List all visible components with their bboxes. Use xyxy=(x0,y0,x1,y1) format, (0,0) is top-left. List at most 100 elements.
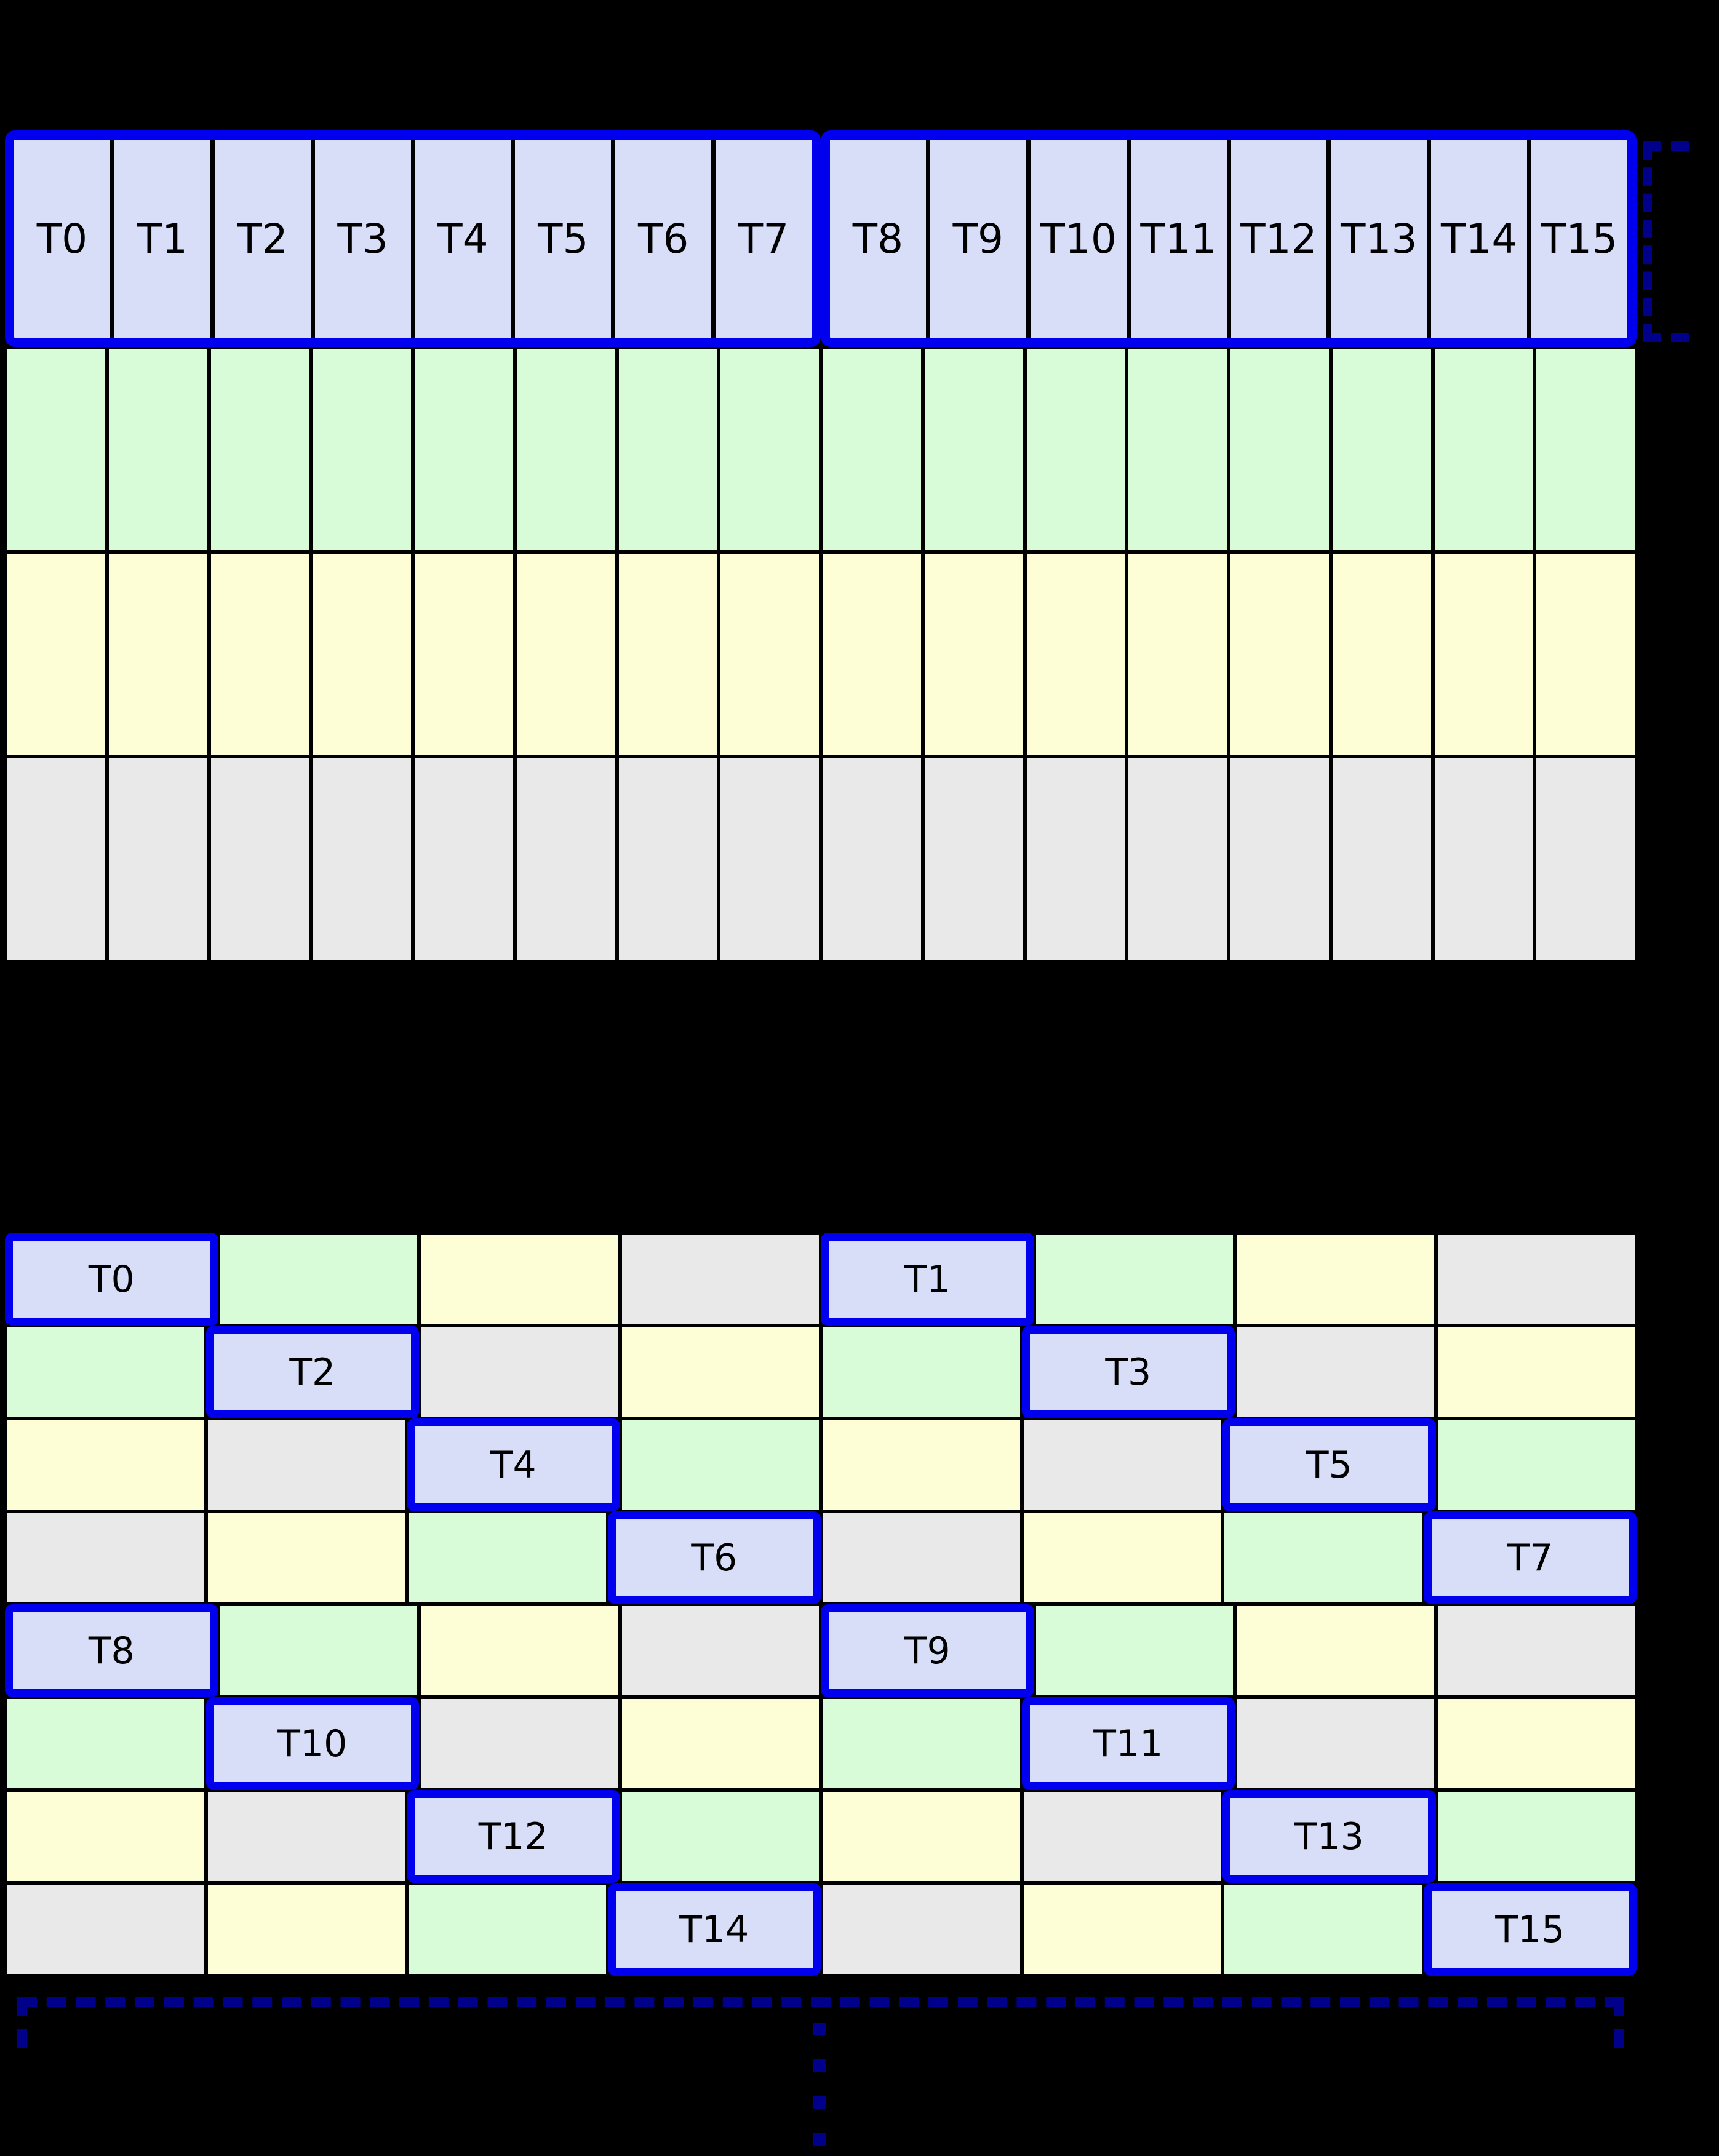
memory-cell xyxy=(1024,552,1127,757)
thread-cell-t2: T2 xyxy=(210,140,311,338)
memory-cell xyxy=(419,1326,620,1418)
memory-cell xyxy=(407,1511,608,1604)
ellipsis-dot xyxy=(813,2133,826,2146)
thread-cell-t7: T7 xyxy=(711,140,812,338)
swizzled-row-7: T14 T15 xyxy=(5,1883,1637,1976)
memory-cell xyxy=(209,757,311,961)
memory-cell xyxy=(1235,1604,1436,1697)
ellipsis-dot xyxy=(813,2023,826,2035)
swizzled-row-6: T12 T13 xyxy=(5,1790,1637,1883)
memory-cell xyxy=(419,1233,620,1326)
thread-cell-t7: T7 xyxy=(1423,1511,1637,1604)
thread-cell-t14: T14 xyxy=(1427,140,1527,338)
thread-cell-t13: T13 xyxy=(1222,1790,1436,1883)
memory-cell xyxy=(5,1790,206,1883)
memory-cell xyxy=(1021,1418,1222,1511)
memory-cell xyxy=(1222,1883,1424,1976)
memory-cell xyxy=(311,347,413,552)
memory-cell xyxy=(1024,757,1127,961)
thread-cell-t1: T1 xyxy=(110,140,210,338)
memory-cell xyxy=(821,1697,1022,1790)
memory-cell xyxy=(5,1883,206,1976)
memory-cell xyxy=(413,347,515,552)
thread-cell-t12: T12 xyxy=(1226,140,1327,338)
memory-cell xyxy=(1229,757,1331,961)
memory-data-rows xyxy=(5,347,1637,961)
warp-group-1: T8 T9 T10 T11 T12 T13 T14 T15 xyxy=(821,130,1637,347)
memory-cell xyxy=(1034,1233,1235,1326)
memory-cell xyxy=(922,552,1025,757)
thread-cell-t15: T15 xyxy=(1527,140,1627,338)
memory-cell xyxy=(620,1790,821,1883)
thread-cell-t1: T1 xyxy=(821,1233,1034,1326)
memory-cell xyxy=(5,1326,206,1418)
thread-cell-t10: T10 xyxy=(1026,140,1127,338)
memory-cell xyxy=(407,1883,608,1976)
vertical-ellipsis-icon xyxy=(813,2023,826,2146)
memory-cell xyxy=(1021,1511,1222,1604)
thread-cell-t8: T8 xyxy=(852,215,904,263)
thread-cell-t0: T0 xyxy=(5,1233,218,1326)
memory-cell xyxy=(1127,347,1229,552)
memory-cell xyxy=(719,757,821,961)
thread-cell-t8: T8 xyxy=(5,1604,218,1697)
memory-cell xyxy=(209,552,311,757)
swizzled-row-0: T0 T1 xyxy=(5,1233,1637,1326)
memory-cell xyxy=(1235,1697,1436,1790)
memory-cell xyxy=(821,552,923,757)
swizzled-row-4: T8 T9 xyxy=(5,1604,1637,1697)
memory-cell xyxy=(419,1604,620,1697)
thread-cell-t0: T0 xyxy=(36,215,88,263)
memory-cell xyxy=(1432,552,1535,757)
thread-cell-t14: T14 xyxy=(607,1883,821,1976)
memory-cell xyxy=(1330,347,1433,552)
memory-cell xyxy=(1229,347,1331,552)
memory-cell xyxy=(821,1326,1022,1418)
memory-cell xyxy=(218,1604,419,1697)
memory-cell xyxy=(1534,552,1637,757)
memory-cell xyxy=(1229,552,1331,757)
ellipsis-dot xyxy=(813,2059,826,2072)
memory-cell xyxy=(413,552,515,757)
memory-cell xyxy=(1127,757,1229,961)
memory-cell xyxy=(1034,1604,1235,1697)
thread-cell-t4: T4 xyxy=(407,1418,620,1511)
memory-cell xyxy=(1330,552,1433,757)
thread-cell-t5: T5 xyxy=(1222,1418,1436,1511)
memory-cell xyxy=(1024,347,1127,552)
memory-cell xyxy=(616,347,719,552)
memory-cell xyxy=(311,757,413,961)
memory-cell xyxy=(413,757,515,961)
memory-cell xyxy=(5,1697,206,1790)
memory-cell xyxy=(719,347,821,552)
memory-cell xyxy=(821,1418,1022,1511)
row-span-bracket-icon xyxy=(1643,141,1689,342)
memory-cell xyxy=(821,1790,1022,1883)
linear-layout-grid: T0 T1 T2 T3 T4 T5 T6 T7 T8 T9 T10 T11 T12 T13 T14 T15 xyxy=(5,130,1637,961)
swizzled-row-2: T4 T5 xyxy=(5,1418,1637,1511)
thread-cell-t10: T10 xyxy=(205,1697,419,1790)
memory-cell xyxy=(821,1511,1022,1604)
thread-cell-t2: T2 xyxy=(205,1326,419,1418)
memory-cell xyxy=(1235,1326,1436,1418)
memory-cell xyxy=(1435,1418,1637,1511)
memory-cell xyxy=(1534,757,1637,961)
warp-group-0: T0 T1 T2 T3 T4 T5 T6 T7 xyxy=(5,130,821,347)
memory-cell xyxy=(1435,1233,1637,1326)
memory-cell xyxy=(821,347,923,552)
memory-cell xyxy=(821,1883,1022,1976)
memory-cell xyxy=(419,1697,620,1790)
memory-cell xyxy=(106,552,209,757)
memory-cell xyxy=(311,552,413,757)
memory-cell xyxy=(514,757,617,961)
thread-cell-t15: T15 xyxy=(1423,1883,1637,1976)
memory-cell xyxy=(205,1511,407,1604)
memory-cell xyxy=(5,757,107,961)
thread-header-row: T0 T1 T2 T3 T4 T5 T6 T7 T8 T9 T10 T11 T12 T13 T14 T15 xyxy=(5,130,1637,347)
swizzled-row-5: T10 T11 xyxy=(5,1697,1637,1790)
memory-cell xyxy=(1435,1604,1637,1697)
memory-cell xyxy=(1330,757,1433,961)
memory-cell xyxy=(616,757,719,961)
memory-row-yellow xyxy=(5,552,1637,757)
